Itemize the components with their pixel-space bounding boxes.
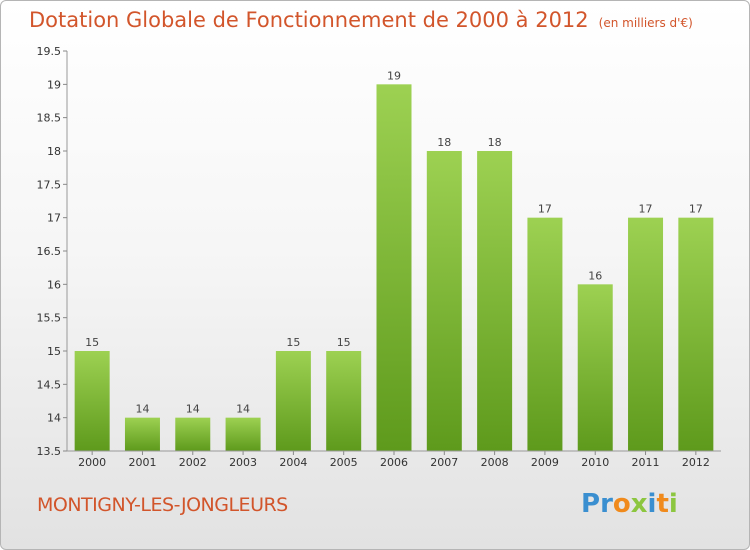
value-label-2001: 14 [135, 403, 149, 416]
y-tick-14: 14 [47, 412, 61, 425]
bar-2012 [678, 217, 714, 451]
bar-2002 [175, 417, 211, 451]
x-tick-2012: 2012 [682, 456, 710, 469]
value-label-2002: 14 [186, 403, 200, 416]
value-label-2003: 14 [236, 403, 250, 416]
x-tick-2006: 2006 [380, 456, 408, 469]
logo-letter: t [656, 489, 669, 519]
y-tick-16.5: 16.5 [37, 245, 62, 258]
value-label-2008: 18 [488, 136, 502, 149]
logo-letter: i [647, 489, 657, 519]
bar-2005 [326, 351, 362, 451]
x-tick-2009: 2009 [531, 456, 559, 469]
bar-2004 [275, 351, 311, 451]
bar-2003 [225, 417, 261, 451]
y-tick-13.5: 13.5 [37, 445, 62, 458]
x-tick-2003: 2003 [229, 456, 257, 469]
x-tick-2000: 2000 [78, 456, 106, 469]
chart-title: Dotation Globale de Fonctionnement de 20… [29, 8, 693, 32]
y-tick-14.5: 14.5 [37, 378, 62, 391]
x-tick-2008: 2008 [481, 456, 509, 469]
bar-2011 [628, 217, 664, 451]
x-tick-2010: 2010 [581, 456, 609, 469]
proxiti-logo: Proxiti [581, 489, 678, 519]
x-tick-2002: 2002 [179, 456, 207, 469]
value-label-2009: 17 [538, 203, 552, 216]
y-tick-15.5: 15.5 [37, 312, 62, 325]
y-tick-18.5: 18.5 [37, 112, 62, 125]
logo-letter: r [600, 489, 613, 519]
logo-letter: x [630, 489, 648, 519]
title-text: Dotation Globale de Fonctionnement de 20… [29, 8, 589, 32]
value-label-2012: 17 [689, 203, 703, 216]
value-label-2004: 15 [286, 336, 300, 349]
bar-2008 [477, 151, 513, 451]
value-label-2010: 16 [588, 269, 602, 282]
logo-letter: o [612, 489, 631, 519]
x-tick-2001: 2001 [128, 456, 156, 469]
y-tick-19: 19 [47, 78, 61, 91]
value-label-2007: 18 [437, 136, 451, 149]
y-tick-19.5: 19.5 [37, 45, 62, 58]
logo-letter: P [581, 489, 601, 519]
y-tick-17.5: 17.5 [37, 178, 62, 191]
bar-2010 [577, 284, 613, 451]
bar-2000 [74, 351, 110, 451]
bar-2007 [426, 151, 462, 451]
x-tick-2011: 2011 [632, 456, 660, 469]
x-tick-2004: 2004 [279, 456, 307, 469]
commune-name: MONTIGNY-LES-JONGLEURS [37, 494, 288, 516]
bar-2009 [527, 217, 563, 451]
y-tick-18: 18 [47, 145, 61, 158]
value-label-2005: 15 [337, 336, 351, 349]
value-label-2000: 15 [85, 336, 99, 349]
logo-letter: i [668, 489, 678, 519]
x-tick-2007: 2007 [430, 456, 458, 469]
value-label-2006: 19 [387, 69, 401, 82]
unit-note: (en milliers d'€) [598, 16, 693, 30]
y-tick-17: 17 [47, 212, 61, 225]
bar-2006 [376, 84, 412, 451]
bar-2001 [124, 417, 160, 451]
y-tick-15: 15 [47, 345, 61, 358]
x-tick-2005: 2005 [330, 456, 358, 469]
value-label-2011: 17 [639, 203, 653, 216]
y-tick-16: 16 [47, 278, 61, 291]
